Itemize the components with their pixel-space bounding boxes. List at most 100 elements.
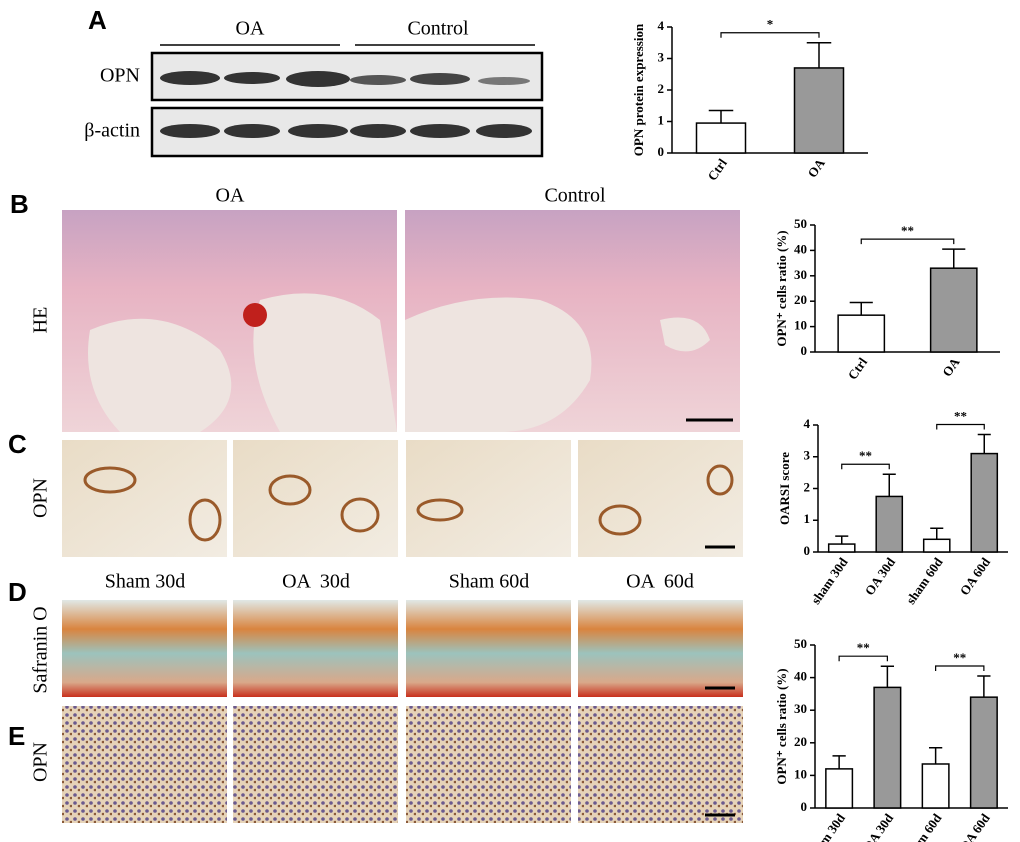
x-tick-label: OA 60d (957, 554, 994, 598)
micrograph (233, 600, 398, 697)
x-tick-label: sham 60d (903, 554, 946, 607)
micrograph (233, 440, 398, 557)
bar (837, 314, 886, 353)
significance-label: ** (901, 223, 914, 238)
error-bar (835, 535, 849, 545)
column-label: Control (544, 185, 606, 207)
error-bar (708, 109, 734, 124)
micrograph (406, 600, 571, 697)
bar (873, 686, 902, 809)
significance-label: * (767, 17, 774, 32)
y-tick-label: 40 (794, 241, 807, 256)
x-tick-label: OA 30d (862, 554, 899, 598)
y-axis-label: OPN⁺ cells ratio (%) (774, 230, 789, 346)
column-label: Sham 30d (105, 571, 186, 593)
x-tick-label: Ctrl (704, 156, 730, 184)
y-tick-label: 0 (658, 144, 665, 159)
bar (970, 452, 999, 553)
y-tick-label: 0 (804, 543, 811, 558)
group-label: Control (407, 18, 469, 40)
column-label: Sham 60d (449, 571, 530, 593)
y-tick-label: 4 (658, 18, 665, 33)
row-label: Safranin O (30, 606, 52, 693)
error-bar (977, 675, 991, 698)
x-tick-label: OA (804, 155, 828, 180)
row-label: OPN (100, 65, 140, 87)
significance-label: ** (857, 640, 870, 655)
y-tick-label: 1 (658, 112, 665, 127)
micrograph (406, 706, 571, 823)
y-tick-label: 30 (794, 267, 807, 282)
y-tick-label: 50 (794, 216, 807, 231)
row-label: β-actin (84, 120, 140, 142)
panel-e: E OPN (8, 706, 743, 823)
column-label: OA 30d (282, 571, 350, 593)
y-axis-label: OARSI score (777, 452, 792, 525)
row-label: HE (30, 307, 52, 334)
significance-bracket (841, 463, 890, 470)
micrograph-detail (88, 293, 397, 432)
row-label: OPN (30, 478, 52, 518)
bar (825, 768, 854, 809)
error-bar (977, 433, 991, 454)
x-tick-label: OA 30d (860, 810, 897, 842)
micrograph-detail (83, 464, 734, 542)
error-bar (806, 42, 832, 68)
error-bar (880, 665, 895, 688)
error-bar (930, 527, 944, 540)
micrograph (233, 706, 398, 823)
y-tick-label: 50 (794, 636, 807, 651)
y-tick-label: 20 (794, 734, 807, 749)
panel-a: A OA Control OPN β-actin (84, 5, 544, 158)
column-label: OA (216, 185, 245, 207)
panel-label: B (10, 189, 29, 219)
micrograph (406, 440, 571, 557)
group-label: OA (236, 18, 265, 40)
panel-label: A (88, 5, 107, 35)
significance-label: ** (954, 409, 967, 424)
y-tick-label: 0 (801, 343, 808, 358)
x-tick-label: sham 30d (808, 554, 851, 607)
significance-label: ** (953, 650, 966, 665)
y-tick-label: 2 (658, 81, 665, 96)
micrograph (578, 706, 743, 823)
x-tick-label: OA (939, 354, 963, 379)
y-tick-label: 40 (794, 669, 807, 684)
micrograph (578, 440, 743, 557)
micrograph (578, 600, 743, 697)
significance-bracket (935, 665, 985, 671)
micrograph-detail (243, 303, 267, 327)
x-tick-label: sham 60d (902, 810, 945, 842)
y-tick-label: 10 (794, 318, 807, 333)
error-bar (849, 301, 873, 316)
bar (875, 495, 904, 553)
significance-label: ** (859, 448, 872, 463)
y-tick-label: 2 (804, 479, 811, 494)
micrograph-detail (405, 297, 710, 432)
panel-label: E (8, 721, 25, 751)
y-tick-label: 1 (804, 511, 811, 526)
panel-b: B OA Control HE (10, 185, 740, 432)
panel-d: D Sham 30d OA 30d Sham 60d OA 60d Safran… (8, 571, 743, 697)
y-tick-label: 4 (804, 416, 811, 431)
panel-label: C (8, 429, 27, 459)
error-bar (832, 755, 846, 769)
bar (969, 696, 998, 809)
y-tick-label: 3 (658, 49, 665, 64)
bar (922, 538, 951, 553)
bands (160, 71, 532, 138)
significance-bracket (720, 32, 820, 38)
y-tick-label: 0 (801, 799, 808, 814)
bar (695, 122, 747, 154)
y-axis-label: OPN⁺ cells ratio (%) (774, 668, 789, 784)
y-tick-label: 10 (794, 766, 807, 781)
panel-c: C OPN (8, 429, 743, 557)
y-tick-label: 3 (804, 448, 811, 463)
bar (793, 67, 845, 154)
error-bar (928, 746, 943, 764)
bar (929, 267, 978, 353)
row-label: OPN (30, 742, 52, 782)
significance-bracket (838, 655, 888, 662)
micrograph (62, 706, 227, 823)
panel-label: D (8, 577, 27, 607)
